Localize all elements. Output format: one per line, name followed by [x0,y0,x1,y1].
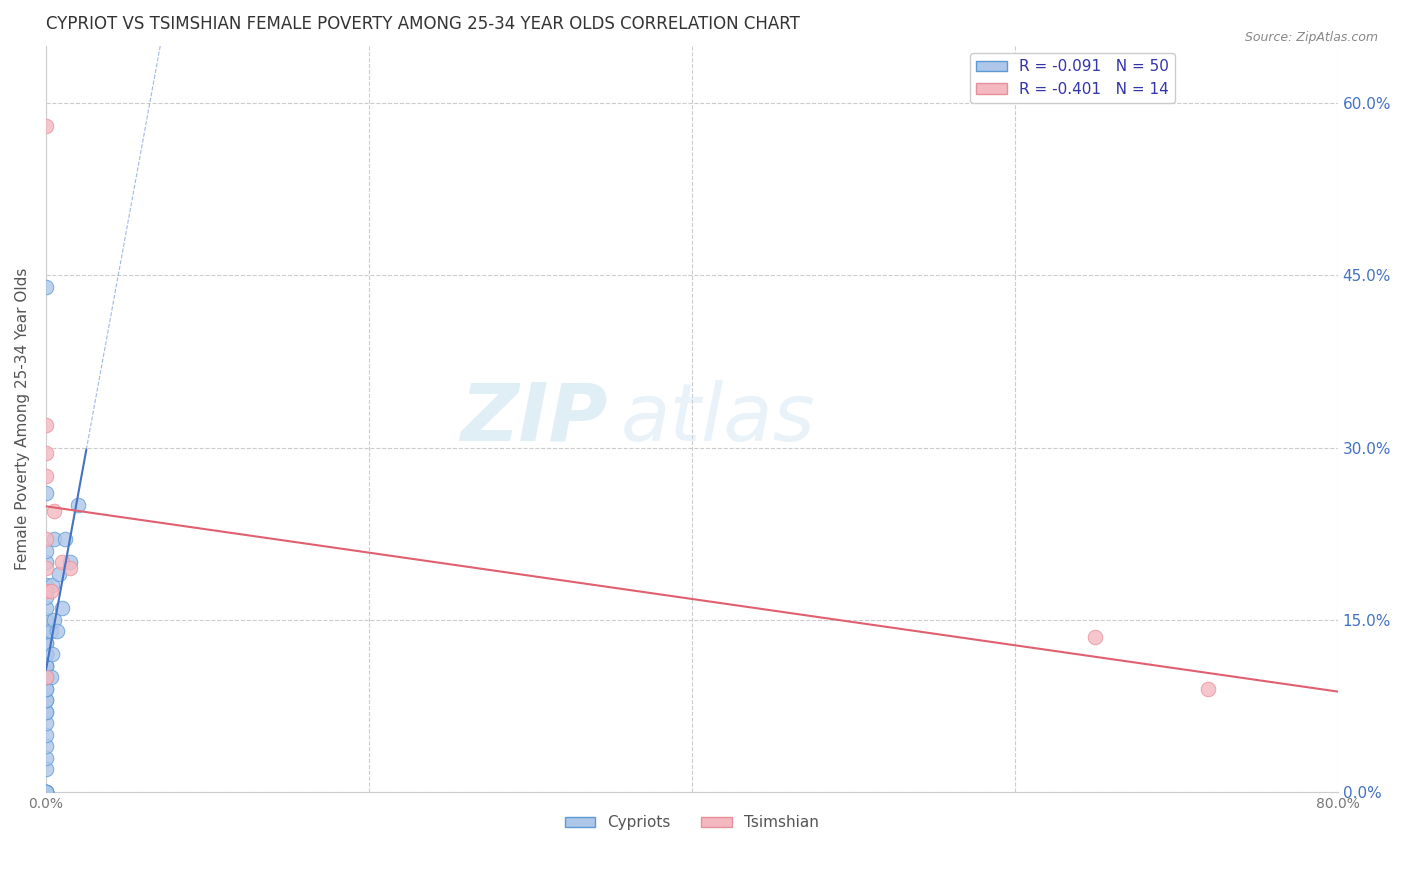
Point [35,561,58,575]
Point [35,590,58,604]
Point [35,647,58,661]
Point [35,785,58,799]
Text: ZIP: ZIP [461,380,607,458]
Point [35,716,58,731]
Point [35,693,58,707]
Point [35,555,58,569]
Point [1198,681,1220,696]
Point [35,670,58,684]
Point [35,762,58,776]
Point [35,658,58,673]
Point [35,533,58,547]
Point [35,624,58,639]
Point [46,624,69,639]
Point [35,785,58,799]
Point [51,601,73,615]
Point [35,693,58,707]
Point [35,658,58,673]
Point [35,446,58,460]
Point [35,681,58,696]
Point [35,739,58,753]
Point [35,417,58,432]
Point [35,785,58,799]
Point [35,119,58,133]
Point [35,544,58,558]
Point [35,486,58,500]
Point [35,705,58,719]
Point [35,624,58,639]
Point [39,670,62,684]
Point [35,279,58,293]
Text: Source: ZipAtlas.com: Source: ZipAtlas.com [1244,31,1378,45]
Point [41,578,63,592]
Point [42,533,65,547]
Point [48,566,70,581]
Point [39,584,62,599]
Point [39,624,62,639]
Point [35,647,58,661]
Point [35,613,58,627]
Point [59,555,82,569]
Legend: Cypriots, Tsimshian: Cypriots, Tsimshian [558,809,825,837]
Point [35,636,58,650]
Point [67,498,90,512]
Text: CYPRIOT VS TSIMSHIAN FEMALE POVERTY AMONG 25-34 YEAR OLDS CORRELATION CHART: CYPRIOT VS TSIMSHIAN FEMALE POVERTY AMON… [46,15,800,33]
Point [35,584,58,599]
Point [35,670,58,684]
Point [35,601,58,615]
Point [42,503,65,517]
Point [35,670,58,684]
Point [42,613,65,627]
Point [1084,630,1107,644]
Point [35,785,58,799]
Point [35,705,58,719]
Y-axis label: Female Poverty Among 25-34 Year Olds: Female Poverty Among 25-34 Year Olds [15,268,30,570]
Point [41,647,63,661]
Point [59,561,82,575]
Point [35,681,58,696]
Point [35,785,58,799]
Point [35,469,58,483]
Point [35,727,58,741]
Point [35,636,58,650]
Point [35,578,58,592]
Point [35,647,58,661]
Point [51,555,73,569]
Text: atlas: atlas [621,380,815,458]
Point [53,533,76,547]
Point [35,670,58,684]
Point [35,750,58,764]
Point [35,785,58,799]
Point [35,658,58,673]
